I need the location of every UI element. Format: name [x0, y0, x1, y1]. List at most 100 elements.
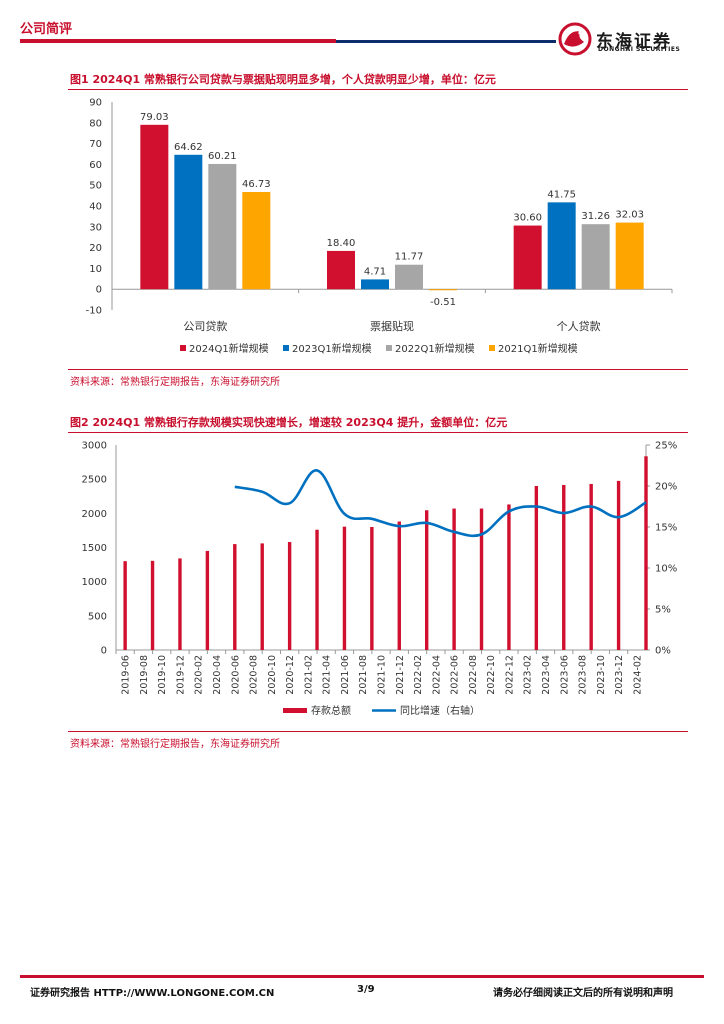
- x-tick-label: 2021-10: [377, 655, 388, 695]
- figure2-top-rule: [68, 432, 688, 433]
- legend-swatch: [489, 345, 495, 351]
- y-left-tick-label: 2000: [82, 509, 107, 520]
- x-tick-label: 2019-08: [139, 655, 150, 695]
- legend-swatch: [386, 345, 392, 351]
- legend-label: 2023Q1新增规模: [292, 342, 372, 355]
- x-tick-label: 2022-04: [431, 655, 442, 695]
- deposit-bar: [644, 456, 648, 650]
- x-category-label: 公司贷款: [183, 319, 227, 333]
- y-right-tick-label: 5%: [655, 605, 671, 616]
- deposit-bar: [178, 558, 182, 650]
- y-left-tick-label: 3000: [82, 441, 107, 452]
- deposit-bar: [479, 508, 484, 650]
- logo-text-en: DONGHAI SECURITIES: [598, 46, 681, 53]
- y-right-tick-label: 15%: [655, 523, 677, 534]
- data-label: 60.21: [208, 151, 237, 162]
- figure2-bottom-rule: [68, 731, 688, 732]
- deposit-bar: [534, 486, 539, 650]
- y-left-tick-label: 1000: [82, 577, 107, 588]
- data-label: 46.73: [242, 179, 271, 190]
- y-tick-label: 30: [89, 222, 102, 233]
- bar: [361, 279, 389, 290]
- x-tick-label: 2023-04: [541, 655, 552, 695]
- figure2-chart: 0 500 1000 1500 2000 2500 3000 0% 5% 10% 15% 20% 25%…: [82, 441, 678, 718]
- legend-swatch: [283, 345, 289, 351]
- x-tick-label: 2021-08: [358, 655, 369, 695]
- deposit-bar: [452, 508, 456, 650]
- x-tick-label: 2020-12: [285, 655, 296, 695]
- footer-rule: [20, 975, 704, 978]
- x-tick-label: 2021-12: [395, 655, 406, 695]
- bar: [429, 289, 457, 291]
- data-label: 4.71: [364, 266, 386, 277]
- legend-label-line: 同比增速（右轴）: [400, 704, 480, 717]
- bar: [327, 250, 355, 290]
- yoy-growth-line: [234, 469, 647, 538]
- x-tick-label: 2023-02: [523, 655, 534, 695]
- x-tick-label: 2021-02: [303, 655, 314, 695]
- x-tick-label: 2022-08: [468, 655, 479, 695]
- deposit-bar: [123, 561, 127, 650]
- bar: [615, 222, 644, 290]
- footer-left: 证券研究报告 HTTP://WWW.LONGONE.COM.CN: [30, 988, 275, 999]
- deposit-bar: [342, 526, 347, 650]
- section-title: 公司简评: [20, 22, 73, 37]
- y-tick-label: 90: [89, 98, 102, 109]
- deposit-bar: [616, 480, 621, 650]
- legend-label: 2022Q1新增规模: [395, 342, 475, 355]
- x-tick-label: 2020-02: [194, 655, 205, 695]
- x-tick-label: 2019-12: [175, 655, 186, 695]
- deposit-bar: [205, 550, 210, 650]
- legend-swatch: [180, 345, 186, 351]
- y-tick-label: 20: [89, 243, 102, 254]
- bar: [208, 163, 237, 290]
- y-tick-label: 60: [89, 160, 102, 171]
- x-tick-label: 2020-08: [249, 655, 260, 695]
- y-left-tick-label: 0: [101, 646, 107, 657]
- header-rule-red: [20, 39, 336, 43]
- y-tick-label: 50: [89, 181, 102, 192]
- x-tick-label: 2023-12: [614, 655, 625, 695]
- legend-label-bar: 存款总额: [311, 704, 351, 717]
- figure2-title: 图2 2024Q1 常熟银行存款规模实现快速增长，增速较 2023Q4 提升，金…: [70, 416, 508, 429]
- x-tick-label: 2022-12: [504, 655, 515, 695]
- data-label: 31.26: [581, 211, 610, 222]
- x-tick-label: 2019-06: [121, 655, 132, 695]
- figure1-source: 资料来源：常熟银行定期报告，东海证券研究所: [70, 377, 280, 388]
- y-left-tick-label: 500: [88, 611, 107, 622]
- y-left-tick-label: 2500: [82, 475, 107, 486]
- figure1-bottom-rule: [68, 369, 688, 370]
- y-tick-label: 40: [89, 202, 102, 213]
- data-label: 64.62: [174, 142, 203, 153]
- x-tick-label: 2020-04: [212, 655, 223, 695]
- deposit-bar: [562, 484, 566, 650]
- x-tick-label: 2021-06: [340, 655, 351, 695]
- figure1-title: 图1 2024Q1 常熟银行公司贷款与票据贴现明显多增，个人贷款明显少增，单位：…: [70, 73, 496, 86]
- x-tick-label: 2022-06: [450, 655, 461, 695]
- dragon-logo-icon: [558, 22, 592, 56]
- x-tick-label: 2023-10: [596, 655, 607, 695]
- x-tick-label: 2020-10: [267, 655, 278, 695]
- footer-disclaimer: 请务必仔细阅读正文后的所有说明和声明: [493, 988, 673, 999]
- x-category-label: 个人贷款: [557, 319, 601, 333]
- data-label: 79.03: [140, 112, 169, 123]
- deposit-bar: [150, 560, 155, 650]
- data-label: -0.51: [430, 297, 456, 308]
- page-number: 3/9: [357, 984, 375, 995]
- legend-label: 2021Q1新增规模: [498, 342, 578, 355]
- data-label: 32.03: [615, 210, 644, 221]
- deposit-bar: [370, 527, 374, 650]
- y-tick-label: 10: [89, 264, 102, 275]
- x-tick-label: 2021-04: [322, 655, 333, 695]
- data-label: 41.75: [547, 189, 576, 200]
- legend-swatch-bar: [283, 708, 307, 713]
- bar: [581, 224, 610, 290]
- x-tick-label: 2019-10: [157, 655, 168, 695]
- bar: [242, 192, 271, 290]
- bar: [547, 202, 576, 290]
- y-tick-label: 70: [89, 139, 102, 150]
- data-label: 30.60: [513, 213, 542, 224]
- y-tick-label: -10: [86, 306, 102, 317]
- deposit-bar: [424, 510, 429, 650]
- y-left-tick-label: 1500: [82, 543, 107, 554]
